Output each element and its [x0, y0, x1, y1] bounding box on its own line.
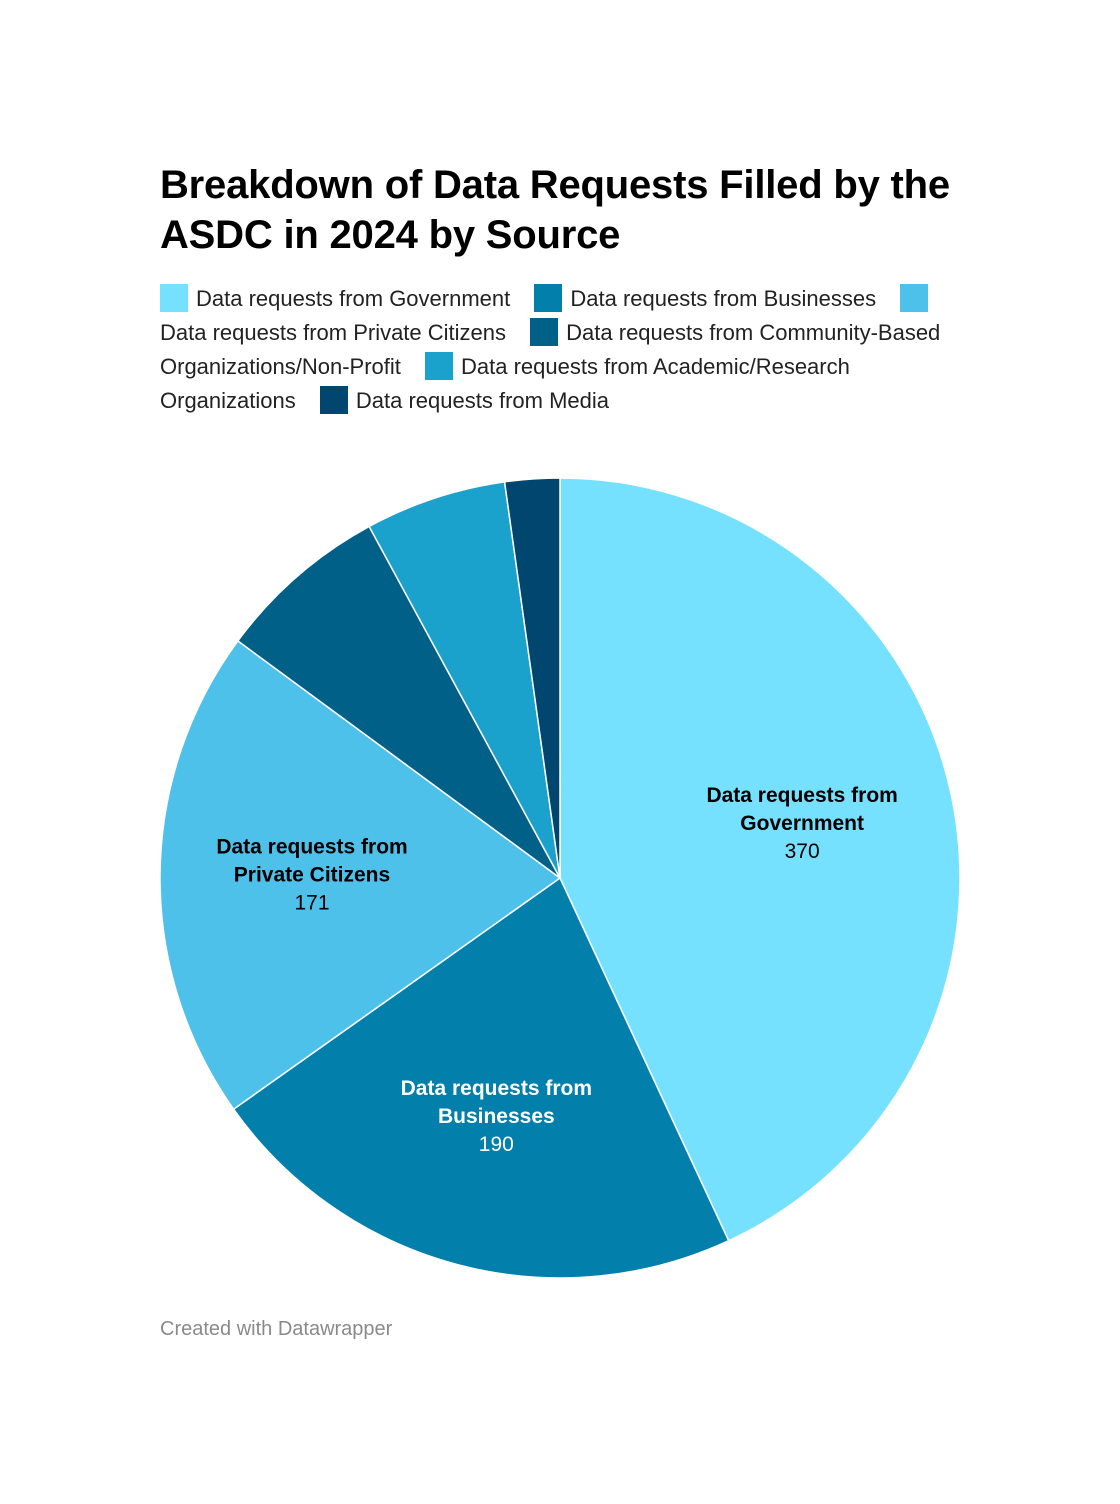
credit-text: Created with Datawrapper [160, 1318, 393, 1340]
legend-item: Data requests from Private Citizens [160, 284, 936, 345]
legend-swatch [319, 386, 348, 414]
legend-item: Data requests from Businesses [534, 284, 877, 312]
legend-item: Data requests from Community-Based Organ… [160, 318, 941, 379]
legend-swatch [534, 284, 563, 312]
legend-item: Data requests from Media [319, 386, 609, 414]
slice-label: Government [740, 812, 864, 835]
legend-swatch [425, 352, 454, 380]
chart-title: Breakdown of Data Requests Filled by the… [160, 163, 950, 257]
pie-slice [559, 477, 961, 1242]
legend-label: Data requests from Academic/Research Org… [160, 354, 850, 413]
slice-value: 370 [785, 840, 820, 863]
legend-label: Data requests from Government [196, 286, 511, 311]
pie-slice [159, 639, 562, 1111]
slice-label: Data requests from [401, 1077, 592, 1100]
legend: Data requests from Government Data reque… [160, 282, 960, 418]
legend-item: Data requests from Government [160, 284, 511, 312]
slice-label: Data requests from [216, 835, 407, 858]
pie-slice [232, 876, 730, 1279]
legend-label: Data requests from Private Citizens [160, 320, 507, 345]
legend-label: Data requests from Media [355, 388, 609, 413]
legend-swatch [530, 318, 559, 346]
slice-value: 171 [294, 891, 329, 914]
slice-label: Data requests from [706, 784, 897, 807]
slice-label: Businesses [438, 1105, 555, 1128]
slice-label: Private Citizens [234, 863, 390, 886]
legend-label: Data requests from Community-Based Organ… [160, 320, 941, 379]
pie-slice [368, 481, 561, 879]
legend-swatch [160, 284, 188, 312]
legend-item: Data requests from Academic/Research Org… [160, 352, 850, 413]
pie-slice [503, 477, 561, 879]
pie-slice [236, 525, 561, 879]
legend-label: Data requests from Businesses [570, 286, 877, 311]
legend-swatch [900, 284, 929, 312]
slice-value: 190 [479, 1133, 514, 1156]
